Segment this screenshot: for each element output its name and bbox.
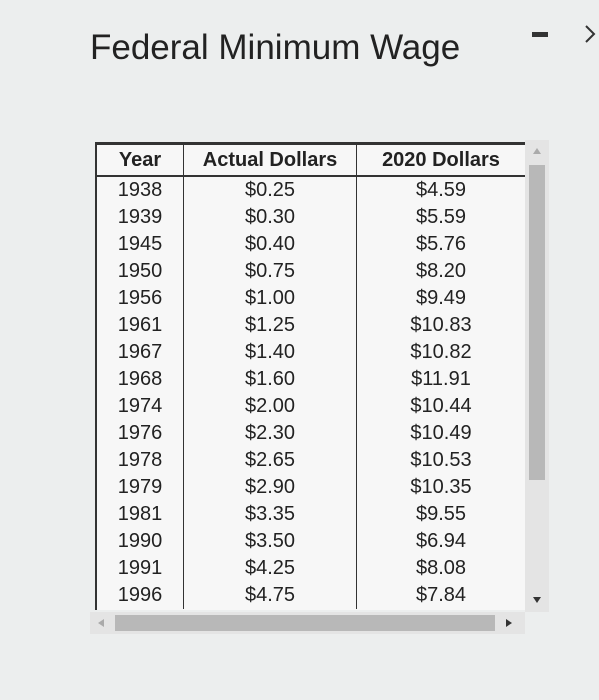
table-cell: $11.91 — [411, 368, 471, 390]
table-cell: $0.30 — [183, 204, 357, 231]
table-cell: 1991 — [117, 557, 163, 579]
table-cell: $5.59 — [415, 206, 467, 228]
table-cell: 1978 — [117, 449, 163, 471]
table-cell: 1968 — [117, 368, 163, 390]
table-row: 1996 $4.75 $7.84 — [97, 582, 525, 609]
table-cell: $10.35 — [410, 476, 472, 498]
table-row: 1990 $3.50 $6.94 — [97, 528, 525, 555]
table-cell: $2.30 — [183, 420, 357, 447]
table-cell: $4.25 — [183, 555, 357, 582]
table-cell: 1961 — [117, 314, 163, 336]
table-row: 1978 $2.65 $10.53 — [97, 447, 525, 474]
table-cell: 1981 — [117, 503, 163, 525]
table-cell: $2.90 — [183, 474, 357, 501]
table-cell: $9.55 — [415, 503, 467, 525]
table-cell: $2.65 — [183, 447, 357, 474]
table-cell: $10.83 — [410, 314, 472, 336]
table-cell: $8.08 — [415, 557, 467, 579]
scroll-down-arrow[interactable] — [527, 592, 547, 608]
table-row: 1981 $3.35 $9.55 — [97, 501, 525, 528]
table-row: 1968 $1.60 $11.91 — [97, 366, 525, 393]
table-cell: 1990 — [117, 530, 163, 552]
table-row: 1939 $0.30 $5.59 — [97, 204, 525, 231]
scroll-up-arrow[interactable] — [527, 143, 547, 159]
wage-table: Year Actual Dollars 2020 Dollars 1938 $0.25… — [97, 142, 525, 609]
table-cell: $4.59 — [415, 179, 467, 201]
table-row: 1974 $2.00 $10.44 — [97, 393, 525, 420]
table-cell: $3.35 — [183, 501, 357, 528]
header-row: Year Actual Dollars 2020 Dollars — [97, 142, 525, 177]
table-cell: $0.40 — [183, 231, 357, 258]
page-title: Federal Minimum Wage — [90, 28, 461, 67]
table-cell: $1.25 — [183, 312, 357, 339]
column-header: Year — [97, 142, 184, 177]
table-cell: 1939 — [117, 206, 163, 228]
window-controls[interactable] — [530, 22, 599, 46]
table-cell: 1956 — [117, 287, 163, 309]
table-cell: $5.76 — [415, 233, 467, 255]
table-cell: $10.53 — [410, 449, 472, 471]
vertical-scroll-thumb[interactable] — [529, 165, 545, 480]
table-cell: $0.25 — [183, 176, 357, 204]
table-cell: $2.00 — [183, 393, 357, 420]
table-container: Year Actual Dollars 2020 Dollars 1938 $0.25… — [95, 142, 525, 610]
table-cell: $1.40 — [183, 339, 357, 366]
column-header: Actual Dollars — [183, 142, 357, 177]
table-cell: 1938 — [117, 179, 163, 201]
column-header: 2020 Dollars — [356, 142, 525, 177]
table-cell: 1996 — [117, 584, 163, 606]
table-row: 1950 $0.75 $8.20 — [97, 258, 525, 285]
scroll-right-arrow[interactable] — [500, 615, 518, 631]
table-cell: 1979 — [117, 476, 163, 498]
table-cell: $3.50 — [183, 528, 357, 555]
table-body: 1938 $0.25 $4.59 1939 $0.30 $5.59 1945 $0.40 $5.… — [97, 176, 525, 609]
table-cell: 1974 — [117, 395, 163, 417]
table-row: 1961 $1.25 $10.83 — [97, 312, 525, 339]
table-row: 1979 $2.90 $10.35 — [97, 474, 525, 501]
table-row: 1991 $4.25 $8.08 — [97, 555, 525, 582]
table-cell: 1950 — [117, 260, 163, 282]
table-cell: $4.75 — [183, 582, 357, 609]
table-cell: $9.49 — [415, 287, 467, 309]
scroll-left-arrow[interactable] — [92, 615, 110, 631]
table-cell: $10.49 — [410, 422, 472, 444]
table-cell: $1.00 — [183, 285, 357, 312]
table-cell: $8.20 — [415, 260, 467, 282]
table-cell: 1967 — [117, 341, 163, 363]
table-row: 1967 $1.40 $10.82 — [97, 339, 525, 366]
table-cell: $10.82 — [410, 341, 472, 363]
table-row: 1956 $1.00 $9.49 — [97, 285, 525, 312]
table-cell: $0.75 — [183, 258, 357, 285]
table-row: 1976 $2.30 $10.49 — [97, 420, 525, 447]
table-cell: $10.44 — [410, 395, 472, 417]
table-row: 1938 $0.25 $4.59 — [97, 176, 525, 204]
horizontal-scroll-thumb[interactable] — [115, 615, 495, 631]
table-cell: 1945 — [117, 233, 163, 255]
table-cell: $6.94 — [415, 530, 467, 552]
table-cell: $1.60 — [183, 366, 357, 393]
table-cell: $7.84 — [415, 584, 467, 606]
table-row: 1945 $0.40 $5.76 — [97, 231, 525, 258]
table-cell: 1976 — [117, 422, 163, 444]
